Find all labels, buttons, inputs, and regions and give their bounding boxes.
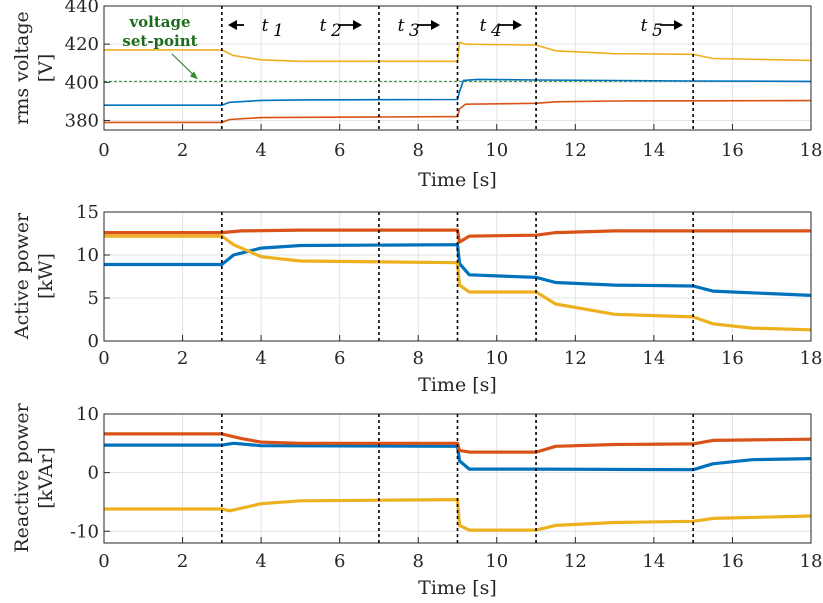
interval-subscript-3: 3 [409, 21, 420, 41]
axes-box [103, 5, 812, 131]
x-tick-label: 14 [642, 140, 665, 161]
x-tick-label: 12 [564, 551, 587, 572]
x-axis-label: Time [s] [418, 169, 497, 191]
x-tick-label: 2 [177, 140, 188, 161]
y-axis-label-line1: Reactive power [11, 402, 33, 552]
x-tick-label: 18 [800, 140, 823, 161]
x-tick-label: 0 [98, 140, 109, 161]
x-tick-label: 14 [642, 551, 665, 572]
x-tick-label: 4 [255, 551, 266, 572]
x-tick-label: 2 [177, 348, 188, 369]
setpoint-arrowhead [190, 71, 198, 80]
interval-arrowhead [353, 20, 362, 30]
series-blue [104, 243, 812, 297]
setpoint-arrow [171, 53, 197, 78]
series-orange [104, 228, 811, 244]
y-tick-label: 440 [65, 0, 99, 17]
x-tick-label: 4 [255, 140, 266, 161]
y-axis-label-line1: rms voltage [11, 11, 33, 125]
series-yellow [104, 234, 812, 332]
series-orange [104, 99, 812, 124]
interval-subscript-4: 4 [490, 21, 502, 41]
x-tick-label: 8 [412, 348, 423, 369]
x-tick-label: 0 [98, 551, 109, 572]
y-tick-label: 400 [65, 72, 99, 93]
axes-box [103, 413, 812, 544]
series-yellow [104, 498, 812, 532]
interval-arrowhead [674, 20, 683, 30]
y-axis-label-line2: [kVAr] [35, 447, 57, 509]
y-axis-label-line2: [kW] [35, 253, 57, 299]
y-tick-label: 5 [88, 288, 99, 309]
y-tick-label: 0 [88, 463, 99, 484]
x-axis-label: Time [s] [418, 374, 497, 396]
series-yellow [104, 41, 812, 63]
interval-label-t3: t [398, 16, 405, 36]
x-tick-label: 14 [642, 348, 665, 369]
x-tick-label: 6 [334, 140, 345, 161]
series-orange [104, 432, 812, 454]
interval-label-t2: t [320, 16, 327, 36]
x-tick-label: 16 [721, 140, 744, 161]
y-tick-label: 10 [76, 245, 99, 266]
x-tick-label: 10 [485, 348, 508, 369]
x-tick-label: 18 [800, 551, 823, 572]
y-tick-label: 10 [76, 404, 99, 425]
x-tick-label: 6 [334, 551, 345, 572]
y-tick-label: 15 [76, 202, 99, 223]
y-tick-label: 380 [65, 110, 99, 131]
x-tick-label: 16 [721, 551, 744, 572]
interval-subscript-5: 5 [652, 21, 663, 41]
x-tick-label: 2 [177, 551, 188, 572]
x-tick-label: 6 [334, 348, 345, 369]
interval-subscript-2: 2 [330, 21, 342, 41]
x-axis-label: Time [s] [418, 577, 497, 599]
interval-subscript-1: 1 [273, 21, 284, 41]
x-tick-label: 12 [564, 348, 587, 369]
x-tick-label: 4 [255, 348, 266, 369]
x-tick-label: 8 [412, 551, 423, 572]
x-tick-label: 12 [564, 140, 587, 161]
interval-label-t4: t [480, 16, 487, 36]
interval-label-t1: t [262, 16, 269, 36]
series-blue [104, 441, 812, 472]
axes-box [103, 211, 812, 342]
panel-2: 0 2 4 6 8 10 12 14 16 18 0 5 10 15 Time [s] Active powe… [11, 202, 822, 396]
y-axis-label-line2: [V] [35, 54, 57, 83]
interval-label-t5: t [641, 16, 648, 36]
setpoint-label-line2: set-point [122, 32, 197, 50]
y-tick-label: 0 [88, 331, 99, 352]
series-blue [104, 78, 812, 106]
y-axis-label-line1: Active power [11, 212, 33, 340]
x-tick-label: 10 [485, 140, 508, 161]
x-tick-label: 8 [412, 140, 423, 161]
x-tick-label: 16 [721, 348, 744, 369]
interval-arrowhead [228, 20, 237, 30]
x-tick-label: 10 [485, 551, 508, 572]
x-tick-label: 18 [800, 348, 823, 369]
interval-arrowhead [513, 20, 522, 30]
y-tick-label: -10 [70, 521, 99, 542]
x-tick-label: 0 [98, 348, 109, 369]
interval-arrowhead [431, 20, 440, 30]
y-tick-label: 420 [65, 34, 99, 55]
setpoint-label-line1: voltage [128, 13, 190, 31]
panel-3: 0 2 4 6 8 10 12 14 16 18 -10 0 10 Time [s] Reactive po… [11, 402, 822, 599]
